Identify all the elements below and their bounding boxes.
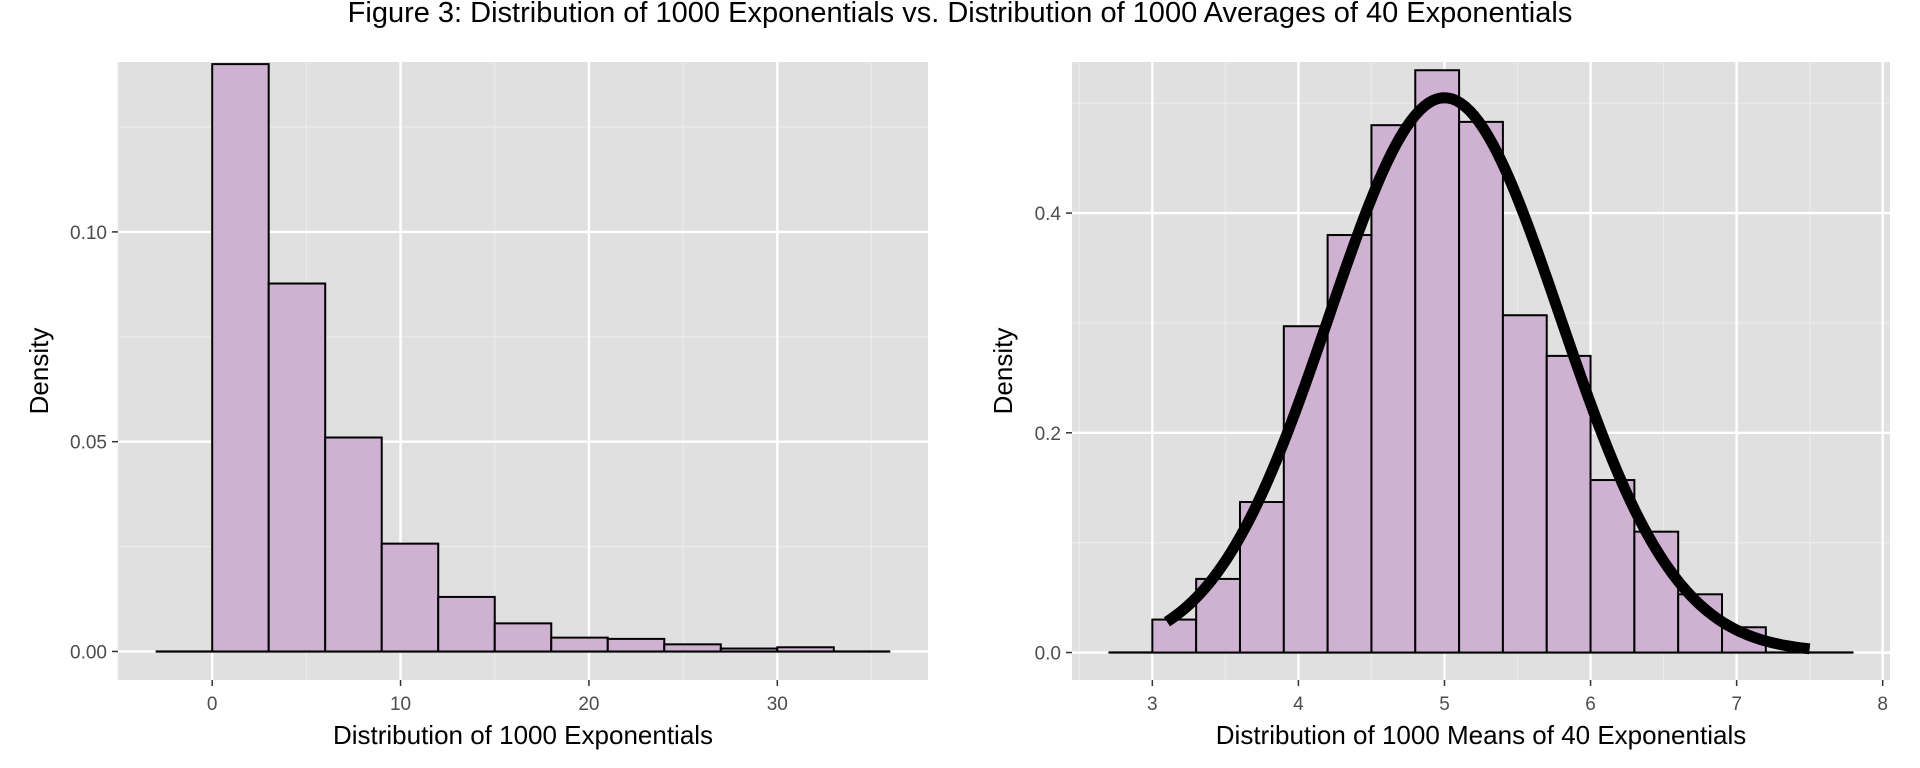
right-y-tick-label: 0.4 bbox=[1035, 204, 1062, 225]
left-histogram-bar bbox=[324, 436, 383, 653]
right-histogram-bar bbox=[1370, 124, 1417, 654]
left-histogram-bar bbox=[776, 646, 835, 653]
right-x-axis-label: Distribution of 1000 Means of 40 Exponen… bbox=[1216, 720, 1746, 750]
right-x-tick-label: 4 bbox=[1293, 694, 1304, 715]
right-histogram-bar bbox=[1151, 618, 1198, 654]
left-histogram-bar bbox=[663, 643, 722, 653]
right-y-axis-label: Density bbox=[988, 328, 1018, 415]
left-y-tick-label: 0.05 bbox=[70, 433, 107, 454]
right-y-tick-label: 0.0 bbox=[1035, 644, 1061, 665]
left-histogram-bar bbox=[550, 636, 609, 653]
right-histogram-bar bbox=[1545, 354, 1592, 654]
left-y-tick-label: 0.00 bbox=[70, 642, 107, 663]
left-histogram-bar bbox=[493, 622, 553, 653]
right-x-ticks: 3 4 5 6 7 8 bbox=[1147, 680, 1888, 715]
left-histogram-bar bbox=[437, 595, 496, 653]
left-bars bbox=[211, 63, 835, 653]
left-x-tick-label: 30 bbox=[767, 694, 788, 715]
left-x-tick-label: 0 bbox=[207, 694, 218, 715]
left-histogram-bar bbox=[380, 542, 440, 653]
left-histogram-bar bbox=[606, 637, 666, 653]
left-x-axis-label: Distribution of 1000 Exponentials bbox=[333, 720, 713, 750]
left-y-axis-label: Density bbox=[24, 328, 54, 415]
right-x-tick-label: 3 bbox=[1147, 694, 1158, 715]
right-x-tick-label: 7 bbox=[1731, 694, 1742, 715]
right-chart: 0.0 0.2 0.4 3 4 5 6 7 8 Distribution of 1000 Me… bbox=[988, 62, 1890, 750]
left-x-ticks: 0 10 20 30 bbox=[207, 680, 788, 715]
left-histogram-bar bbox=[719, 647, 779, 653]
right-histogram-bar bbox=[1458, 120, 1504, 654]
figure-title: Figure 3: Distribution of 1000 Exponenti… bbox=[348, 0, 1573, 29]
left-chart: 0.00 0.05 0.10 0 10 20 30 Distribution of 100… bbox=[24, 62, 928, 750]
left-histogram-bar bbox=[211, 63, 270, 653]
left-y-tick-label: 0.10 bbox=[70, 223, 107, 244]
left-histogram-bar bbox=[267, 282, 327, 653]
right-histogram-bar bbox=[1238, 501, 1285, 654]
right-x-tick-label: 8 bbox=[1877, 694, 1888, 715]
right-y-ticks: 0.0 0.2 0.4 bbox=[1035, 204, 1072, 665]
right-histogram-bar bbox=[1589, 479, 1636, 654]
right-x-tick-label: 6 bbox=[1585, 694, 1596, 715]
right-x-tick-label: 5 bbox=[1439, 694, 1450, 715]
left-x-tick-label: 10 bbox=[390, 694, 411, 715]
left-y-ticks: 0.00 0.05 0.10 bbox=[70, 223, 118, 663]
right-curve-layer bbox=[1163, 92, 1811, 655]
left-x-tick-label: 20 bbox=[578, 694, 599, 715]
right-normal-curve bbox=[1163, 92, 1811, 655]
right-histogram-bar bbox=[1195, 577, 1241, 654]
right-y-tick-label: 0.2 bbox=[1035, 424, 1061, 445]
right-histogram-bar bbox=[1414, 69, 1461, 654]
right-histogram-bar bbox=[1501, 314, 1548, 654]
